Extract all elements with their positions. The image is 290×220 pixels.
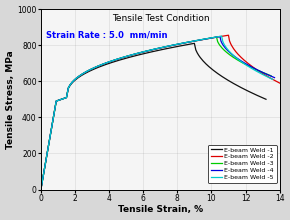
- Legend: E-beam Weld -1, E-beam Weld -2, E-beam Weld -3, E-beam Weld -4, E-beam Weld -5: E-beam Weld -1, E-beam Weld -2, E-beam W…: [208, 145, 276, 183]
- E-beam Weld -1: [68, 85, 71, 87]
- E-beam Weld -1: [39, 188, 43, 191]
- E-beam Weld -1: [193, 42, 196, 45]
- E-beam Weld -3: [215, 36, 218, 38]
- E-beam Weld -5: [69, 83, 72, 86]
- Line: E-beam Weld -3: E-beam Weld -3: [41, 37, 271, 189]
- Line: E-beam Weld -4: E-beam Weld -4: [41, 37, 275, 189]
- E-beam Weld -4: [69, 83, 72, 86]
- E-beam Weld -2: [188, 41, 191, 43]
- E-beam Weld -3: [242, 62, 245, 64]
- E-beam Weld -2: [39, 188, 43, 191]
- E-beam Weld -3: [80, 73, 84, 76]
- E-beam Weld -5: [222, 42, 226, 45]
- E-beam Weld -5: [245, 64, 249, 67]
- Text: Tensile Test Condition: Tensile Test Condition: [113, 15, 210, 24]
- E-beam Weld -3: [39, 188, 43, 191]
- E-beam Weld -2: [229, 42, 232, 45]
- E-beam Weld -4: [39, 188, 43, 191]
- E-beam Weld -4: [181, 42, 185, 44]
- Line: E-beam Weld -2: E-beam Weld -2: [41, 35, 280, 189]
- E-beam Weld -5: [183, 42, 186, 44]
- E-beam Weld -1: [78, 75, 81, 78]
- E-beam Weld -3: [179, 42, 182, 45]
- E-beam Weld -5: [175, 43, 178, 46]
- E-beam Weld -2: [252, 66, 255, 69]
- E-beam Weld -3: [269, 75, 273, 77]
- E-beam Weld -1: [228, 80, 231, 82]
- E-beam Weld -4: [220, 42, 224, 45]
- Line: E-beam Weld -1: E-beam Weld -1: [41, 43, 266, 189]
- E-beam Weld -1: [264, 98, 268, 101]
- E-beam Weld -5: [271, 78, 275, 81]
- E-beam Weld -1: [162, 48, 165, 51]
- X-axis label: Tensile Strain, %: Tensile Strain, %: [118, 205, 203, 214]
- E-beam Weld -4: [218, 35, 222, 38]
- Text: Strain Rate : 5.0  mm/min: Strain Rate : 5.0 mm/min: [46, 31, 167, 40]
- E-beam Weld -2: [227, 34, 230, 37]
- Y-axis label: Tensile Stress, MPa: Tensile Stress, MPa: [6, 50, 14, 149]
- E-beam Weld -5: [220, 35, 223, 37]
- E-beam Weld -4: [273, 76, 276, 79]
- E-beam Weld -4: [245, 63, 249, 66]
- E-beam Weld -5: [39, 188, 43, 191]
- E-beam Weld -2: [180, 42, 183, 45]
- E-beam Weld -1: [155, 49, 159, 52]
- E-beam Weld -3: [68, 83, 72, 86]
- E-beam Weld -2: [278, 82, 281, 84]
- E-beam Weld -2: [81, 72, 85, 75]
- Line: E-beam Weld -5: E-beam Weld -5: [41, 36, 273, 189]
- E-beam Weld -3: [217, 42, 220, 45]
- E-beam Weld -3: [171, 44, 175, 46]
- E-beam Weld -2: [69, 83, 72, 86]
- E-beam Weld -4: [173, 43, 177, 46]
- E-beam Weld -1: [195, 52, 199, 54]
- E-beam Weld -5: [80, 73, 84, 75]
- E-beam Weld -4: [80, 73, 84, 75]
